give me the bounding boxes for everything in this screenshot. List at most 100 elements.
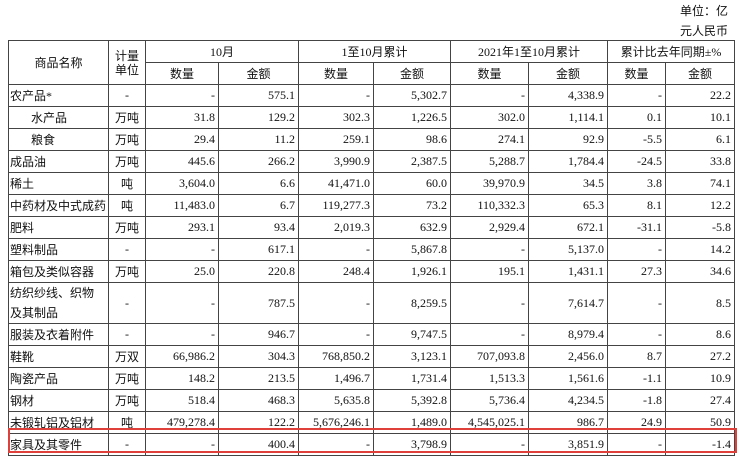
unit-note: 元人民币 [679, 24, 728, 38]
unit-cell: 万吨 [108, 150, 146, 173]
unit-cell: 万吨 [108, 260, 146, 283]
value-cell: 946.7 [217, 323, 300, 346]
value-cell: -24.5 [607, 150, 667, 173]
value-cell: - [298, 323, 375, 346]
product-name: 鞋靴 [8, 345, 109, 368]
value-cell: 4,545,025.1 [450, 411, 530, 434]
header-cell: 数量 [607, 62, 667, 85]
value-cell: 1,731.4 [373, 367, 452, 390]
unit-cell: - [108, 433, 146, 456]
value-cell: 27.2 [665, 345, 736, 368]
unit-cell: - [108, 282, 146, 324]
value-cell: 1,784.4 [528, 150, 609, 173]
value-cell: 3,851.9 [528, 433, 609, 456]
value-cell: 11.2 [217, 128, 300, 151]
product-name: 肥料 [8, 216, 109, 239]
value-cell: 768,850.2 [298, 345, 375, 368]
value-cell: 24.9 [607, 411, 667, 434]
value-cell: 468.3 [217, 389, 300, 412]
value-cell: 34.5 [528, 172, 609, 195]
value-cell: 617.1 [217, 238, 300, 261]
product-name: 未锻轧铝及铝材 [8, 411, 109, 434]
value-cell: 27.4 [665, 389, 736, 412]
value-cell: 50.9 [665, 411, 736, 434]
value-cell: 3,798.9 [373, 433, 452, 456]
value-cell: - [298, 282, 375, 324]
value-cell: 632.9 [373, 216, 452, 239]
value-cell: 445.6 [145, 150, 219, 173]
header-cell: 金额 [373, 62, 452, 85]
unit-cell: 万吨 [108, 389, 146, 412]
unit-note: 单位：亿 [679, 4, 728, 18]
value-cell: 5,392.8 [373, 389, 452, 412]
value-cell: 3,604.0 [145, 172, 219, 195]
value-cell: 1,561.6 [528, 367, 609, 390]
product-name: 服装及衣着附件 [8, 323, 109, 346]
header-cell: 计量单位 [108, 40, 146, 85]
table-row: 水产品 万吨 31.8 129.2 302.3 1,226.5 302.0 1,114.1 0.… [8, 106, 736, 129]
value-cell: 293.1 [145, 216, 219, 239]
value-cell: 148.2 [145, 367, 219, 390]
value-cell: 4,234.5 [528, 389, 609, 412]
value-cell: 73.2 [373, 194, 452, 217]
value-cell: 92.9 [528, 128, 609, 151]
value-cell: 12.2 [665, 194, 736, 217]
value-cell: 2,019.3 [298, 216, 375, 239]
unit-cell: 万双 [108, 345, 146, 368]
table-row: 鞋靴 万双 66,986.2 304.3 768,850.2 3,123.1 707,093… [8, 345, 736, 368]
value-cell: 575.1 [217, 84, 300, 107]
header-cell: 1至10月累计 [298, 40, 452, 63]
value-cell: - [145, 433, 219, 456]
value-cell: 119,277.3 [298, 194, 375, 217]
value-cell: 34.6 [665, 260, 736, 283]
value-cell: - [450, 84, 530, 107]
value-cell: 248.4 [298, 260, 375, 283]
value-cell: - [145, 323, 219, 346]
value-cell: - [450, 282, 530, 324]
product-name: 粮食 [8, 128, 109, 151]
table-row: 纺织纱线、织物及其制品 - -787.5-8,259.5-7,614.7-8.5 [8, 282, 736, 324]
product-name: 纺织纱线、织物及其制品 [8, 282, 109, 324]
value-cell: 0.1 [607, 106, 667, 129]
value-cell: 27.3 [607, 260, 667, 283]
value-cell: 1,114.1 [528, 106, 609, 129]
value-cell: 22.2 [665, 84, 736, 107]
value-cell: 5,635.8 [298, 389, 375, 412]
value-cell: 274.1 [450, 128, 530, 151]
value-cell: 5,288.7 [450, 150, 530, 173]
value-cell: 10.1 [665, 106, 736, 129]
value-cell: - [607, 238, 667, 261]
value-cell: -1.1 [607, 367, 667, 390]
value-cell: 707,093.8 [450, 345, 530, 368]
value-cell: 10.9 [665, 367, 736, 390]
value-cell: 672.1 [528, 216, 609, 239]
value-cell: 2,929.4 [450, 216, 530, 239]
value-cell: 8,259.5 [373, 282, 452, 324]
value-cell: 304.3 [217, 345, 300, 368]
value-cell: 1,513.3 [450, 367, 530, 390]
unit-cell: - [108, 238, 146, 261]
value-cell: 5,137.0 [528, 238, 609, 261]
header-cell: 数量 [450, 62, 530, 85]
value-cell: 1,226.5 [373, 106, 452, 129]
value-cell: 1,489.0 [373, 411, 452, 434]
value-cell: - [607, 84, 667, 107]
unit-cell: 吨 [108, 411, 146, 434]
header-cell: 数量 [145, 62, 219, 85]
table-row: 中药材及中式成药吨 11,483.0 6.7 119,277.3 73.2 110,332… [8, 194, 736, 217]
value-cell: 400.4 [217, 433, 300, 456]
value-cell: 6.6 [217, 172, 300, 195]
value-cell: - [298, 433, 375, 456]
value-cell: 8.6 [665, 323, 736, 346]
value-cell: -1.4 [665, 433, 736, 456]
product-name: 钢材 [8, 389, 109, 412]
value-cell: 1,431.1 [528, 260, 609, 283]
table-row: 家具及其零件 - -400.4-3,798.9-3,851.9- -1.4 [8, 433, 736, 456]
product-name: 塑料制品 [8, 238, 109, 261]
value-cell: 41,471.0 [298, 172, 375, 195]
header-cell: 10月 [144, 40, 300, 63]
value-cell: 33.8 [665, 150, 736, 173]
value-cell: 8,979.4 [528, 323, 609, 346]
value-cell: 1,496.7 [298, 367, 375, 390]
